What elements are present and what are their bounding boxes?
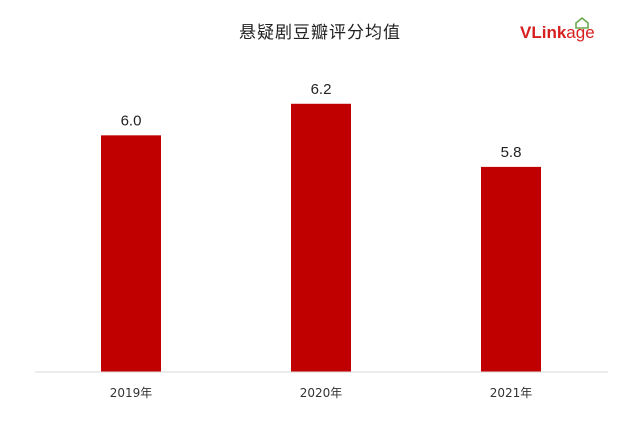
logo-house-icon bbox=[575, 16, 589, 29]
bars-group bbox=[101, 103, 541, 373]
chart-title: 悬疑剧豆瓣评分均值 bbox=[239, 23, 401, 43]
logo-age: age bbox=[566, 23, 594, 42]
bar-1 bbox=[291, 103, 351, 373]
vlinkage-logo: VLinkage bbox=[520, 16, 595, 42]
x-tick-label-2: 2021年 bbox=[490, 386, 533, 400]
logo-v: V bbox=[520, 23, 532, 42]
bar-0 bbox=[101, 135, 161, 372]
x-tick-label-1: 2020年 bbox=[300, 386, 343, 400]
labels-group: 6.0 2019年 6.2 2020年 5.8 2021年 bbox=[110, 81, 533, 400]
x-tick-label-0: 2019年 bbox=[110, 386, 153, 400]
bar-2 bbox=[481, 166, 541, 372]
data-label-0: 6.0 bbox=[121, 112, 142, 129]
logo-link: Link bbox=[531, 23, 566, 42]
data-label-2: 5.8 bbox=[501, 144, 522, 161]
data-label-1: 6.2 bbox=[311, 81, 332, 98]
svg-text:VLinkage: VLinkage bbox=[520, 23, 595, 42]
